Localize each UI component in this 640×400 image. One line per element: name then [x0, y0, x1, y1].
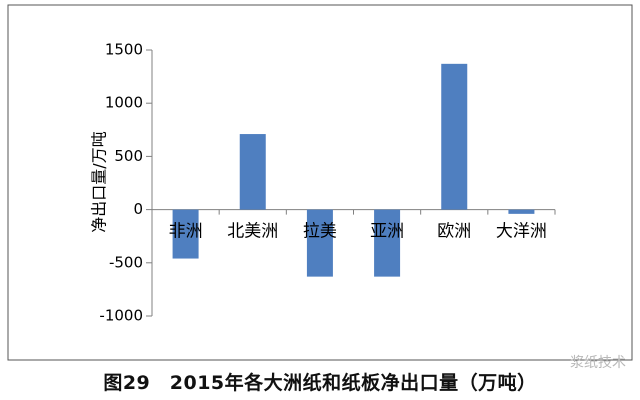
y-axis-label: 净出口量/万吨 — [90, 131, 109, 232]
bar-0 — [172, 209, 199, 259]
x-category-label: 亚洲 — [370, 222, 404, 242]
x-category-label: 非洲 — [169, 222, 203, 242]
bar-2 — [306, 209, 333, 277]
y-tick-label: 1500 — [105, 41, 143, 59]
x-category-label: 大洋洲 — [496, 222, 547, 242]
figure-caption: 图29 2015年各大洲纸和纸板净出口量（万吨） — [103, 372, 537, 394]
y-tick-label: -500 — [109, 253, 143, 271]
x-category-label: 欧洲 — [437, 222, 471, 242]
y-tick-label: 1000 — [105, 94, 143, 112]
x-category-label: 北美洲 — [227, 222, 278, 242]
bar-5 — [508, 209, 535, 214]
x-category-label: 拉美 — [303, 222, 337, 242]
chart: 净出口量/万吨 -1000 -500 0 500 1000 1500 非洲 北美洲 拉美 亚洲 欧洲… — [7, 4, 633, 361]
bar-4 — [441, 63, 468, 210]
y-tick-label: 500 — [114, 147, 143, 165]
watermark: 浆纸技术 — [570, 355, 626, 371]
y-tick-label: 0 — [133, 200, 143, 218]
bar-3 — [374, 209, 401, 277]
chart-border — [7, 4, 633, 361]
bar-1 — [239, 134, 266, 210]
y-tick-label: -1000 — [99, 307, 143, 325]
